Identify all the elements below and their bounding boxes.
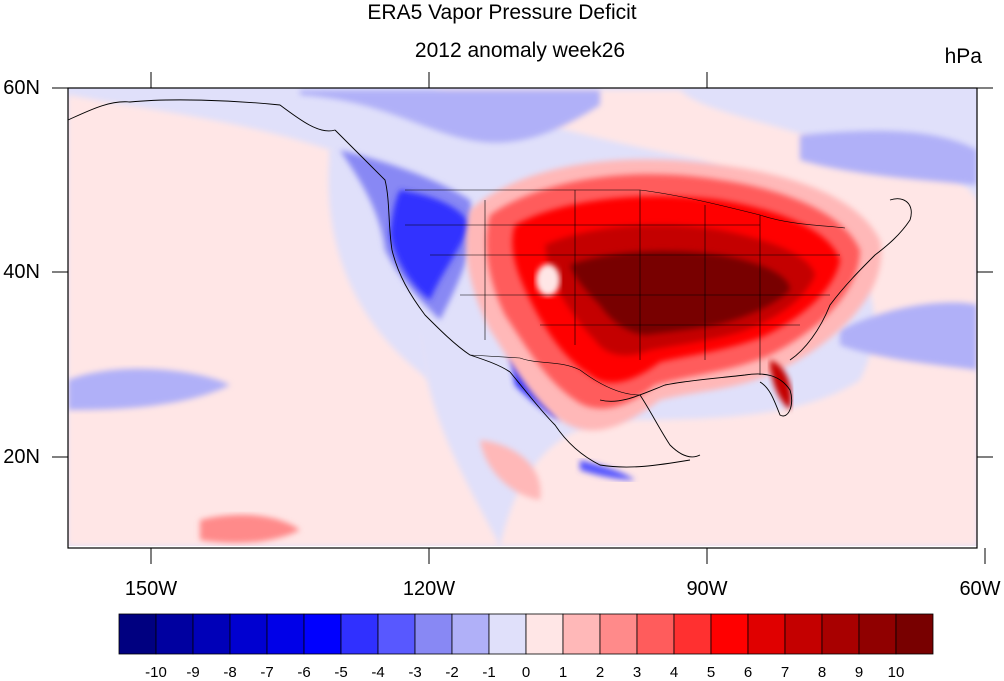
units-label: hPa — [944, 45, 982, 68]
colorbar-label: 9 — [854, 664, 864, 681]
blue-pnw-core — [390, 190, 470, 300]
colorbar-label: -2 — [445, 664, 459, 681]
blue-pacific-band — [68, 368, 230, 410]
mexico-pacific-coast — [509, 371, 691, 468]
gulf-coast — [599, 373, 793, 417]
map-subtitle: 2012 anomaly week26 — [414, 39, 626, 62]
lat-label-60n: 60N — [3, 77, 40, 99]
colorbar-label: -5 — [334, 664, 348, 681]
colorbar-label: 6 — [743, 664, 753, 681]
political-borders — [405, 189, 846, 396]
colorbar-label: 3 — [632, 664, 642, 681]
blue-canada-north — [300, 90, 600, 143]
colorbar-swatch — [895, 613, 934, 655]
colorbar-label: -7 — [260, 664, 274, 681]
colorbar-label: -10 — [145, 664, 167, 681]
colorbar-swatch — [303, 613, 342, 655]
colorbar-label: 5 — [706, 664, 716, 681]
colorbar-swatch — [488, 613, 527, 655]
lon-label-60w: 60W — [959, 578, 1001, 600]
blue-coastal-ocean — [328, 150, 430, 380]
pink-pacific — [68, 95, 500, 546]
colorbar-label: -8 — [223, 664, 237, 681]
colorbar-swatch — [266, 613, 305, 655]
colorbar-swatch — [821, 613, 860, 655]
colorbar-label: -9 — [186, 664, 200, 681]
colorbar-swatch — [340, 613, 379, 655]
map-frame — [67, 87, 978, 549]
colorbar-swatch — [636, 613, 675, 655]
colorbar-swatch — [599, 613, 638, 655]
heat-florida — [770, 360, 792, 410]
lon-label-90w: 90W — [686, 578, 728, 600]
tick-marks — [52, 72, 993, 564]
colorbar-boxes — [118, 613, 934, 655]
lon-label-120w: 120W — [402, 578, 456, 600]
colorbar-swatch — [155, 613, 194, 655]
colorbar-label: 1 — [558, 664, 568, 681]
low-anomaly-spot — [536, 264, 560, 296]
colorbar-swatch — [377, 613, 416, 655]
us-canada-border — [405, 189, 846, 229]
colorbar-swatch — [525, 613, 564, 655]
colorbar-label: 8 — [817, 664, 827, 681]
colorbar-label: 7 — [780, 664, 790, 681]
colorbar-label: -6 — [297, 664, 311, 681]
colorbar-label: 10 — [887, 664, 905, 681]
colorbar-swatch — [858, 613, 897, 655]
colorbar-swatch — [229, 613, 268, 655]
blue-mexico-coast — [580, 460, 635, 480]
colorbar-swatch — [414, 613, 453, 655]
colorbar-label: 2 — [595, 664, 605, 681]
state-lines-vertical — [484, 190, 761, 375]
colorbar-label: -3 — [408, 664, 422, 681]
mexico-gulf-coast — [639, 394, 701, 458]
pink-patch-south — [200, 514, 300, 543]
colorbar-swatch — [784, 613, 823, 655]
lat-label-20n: 20N — [3, 446, 40, 468]
blue-north-atlantic — [800, 130, 977, 185]
map-title: ERA5 Vapor Pressure Deficit — [367, 1, 637, 24]
anomaly-field — [68, 88, 977, 546]
colorbar-swatch — [747, 613, 786, 655]
colorbar-swatch — [673, 613, 712, 655]
colorbar-swatch — [710, 613, 749, 655]
blue-atlantic-band — [840, 302, 977, 370]
colorbar-swatch — [192, 613, 231, 655]
pink-patch-mexico — [480, 440, 541, 500]
heat-level-10 — [570, 251, 790, 335]
colorbar-swatch — [562, 613, 601, 655]
colorbar-label: 0 — [521, 664, 531, 681]
lat-label-40n: 40N — [3, 261, 40, 283]
us-mexico-border — [469, 354, 641, 396]
lon-label-150w: 150W — [124, 578, 178, 600]
state-lines-horizontal — [405, 224, 840, 326]
alaska-coast — [67, 99, 336, 132]
colorbar-swatch — [451, 613, 490, 655]
colorbar-label: -4 — [371, 664, 385, 681]
colorbar-label: 4 — [669, 664, 679, 681]
east-coast — [789, 198, 912, 361]
colorbar-swatch — [118, 613, 157, 655]
colorbar-label: -1 — [482, 664, 496, 681]
